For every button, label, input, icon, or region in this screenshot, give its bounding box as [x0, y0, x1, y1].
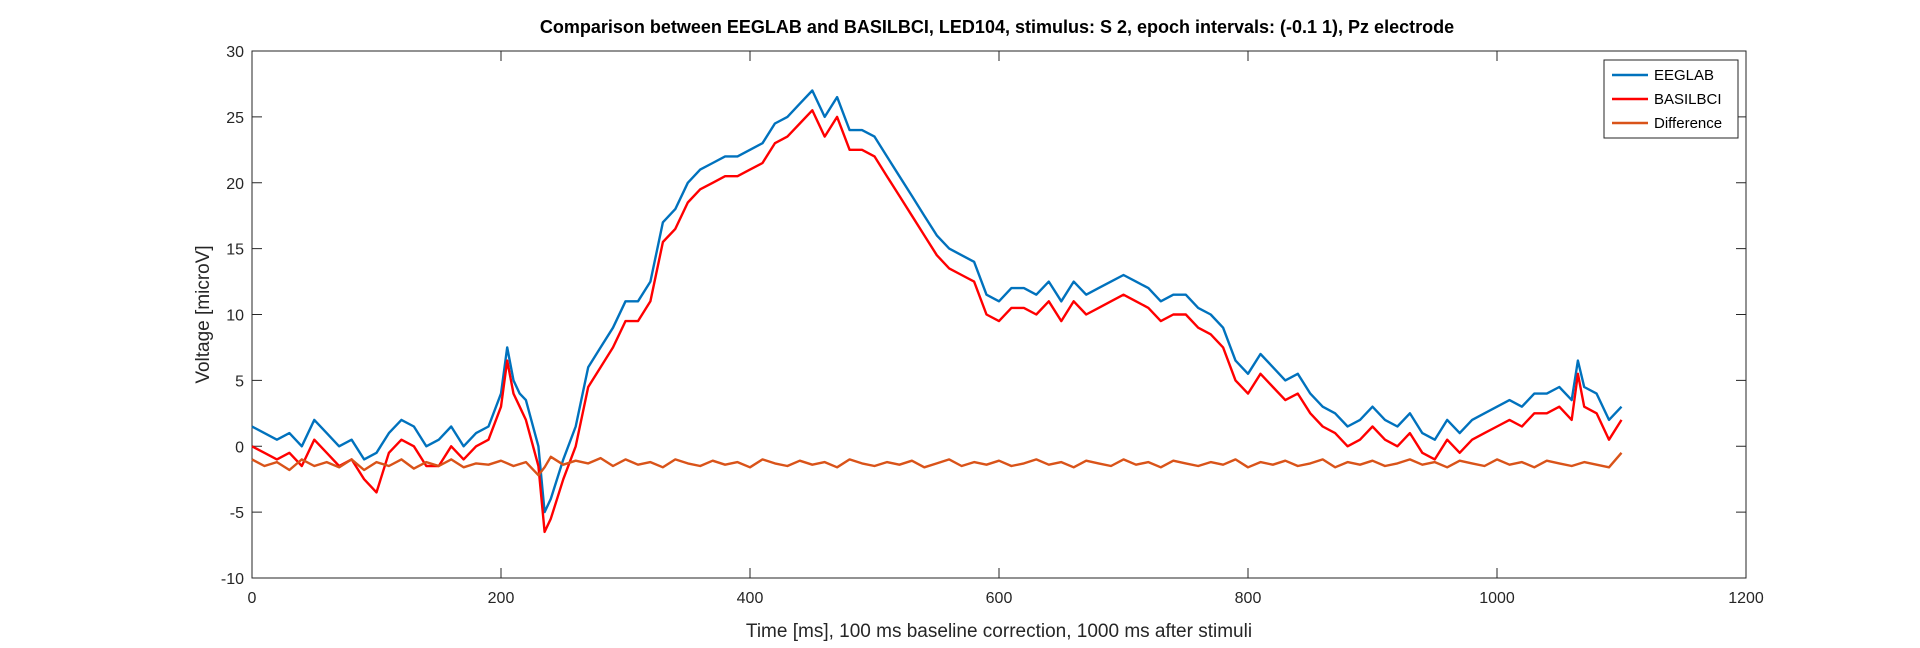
series-lines: [251, 89, 1623, 534]
axes-box: [251, 50, 1747, 579]
series-line-difference: [251, 452, 1623, 477]
chart-title: Comparison between EEGLAB and BASILBCI, …: [540, 17, 1454, 37]
x-tick-label: 600: [986, 590, 1013, 607]
y-axis-label: Voltage [microV]: [193, 245, 214, 383]
x-tick-label: 0: [248, 590, 257, 607]
axis-ticks: 0 200 400 600 800 1000 1200 -10 -5 0 5 10 15 20 25 30: [221, 44, 1764, 607]
x-tick-label: 1200: [1728, 590, 1764, 607]
x-tick-label: 200: [488, 590, 515, 607]
y-tick-label: 5: [235, 373, 244, 390]
y-tick-label: 25: [226, 110, 244, 127]
y-tick-label: 15: [226, 242, 244, 259]
y-tick-label: -5: [230, 505, 244, 522]
legend[interactable]: EEGLAB BASILBCI Difference: [1603, 59, 1739, 139]
y-tick-label: 0: [235, 439, 244, 456]
y-tick-label: 20: [226, 176, 244, 193]
y-tick-label: 10: [226, 308, 244, 325]
x-tick-label: 400: [737, 590, 764, 607]
plot-area: 0 200 400 600 800 1000 1200 -10 -5 0 5 10 15 20 25 30: [221, 44, 1764, 607]
y-tick-label: 30: [226, 44, 244, 61]
series-line-basilbci: [251, 109, 1623, 534]
y-tick-label: -10: [221, 571, 244, 588]
legend-label-eeglab: EEGLAB: [1654, 67, 1714, 84]
series-line-eeglab: [251, 89, 1623, 514]
x-axis-label: Time [ms], 100 ms baseline correction, 1…: [746, 621, 1252, 642]
legend-label-difference: Difference: [1654, 115, 1722, 132]
legend-label-basilbci: BASILBCI: [1654, 91, 1722, 108]
x-tick-label: 1000: [1479, 590, 1515, 607]
x-tick-label: 800: [1235, 590, 1262, 607]
